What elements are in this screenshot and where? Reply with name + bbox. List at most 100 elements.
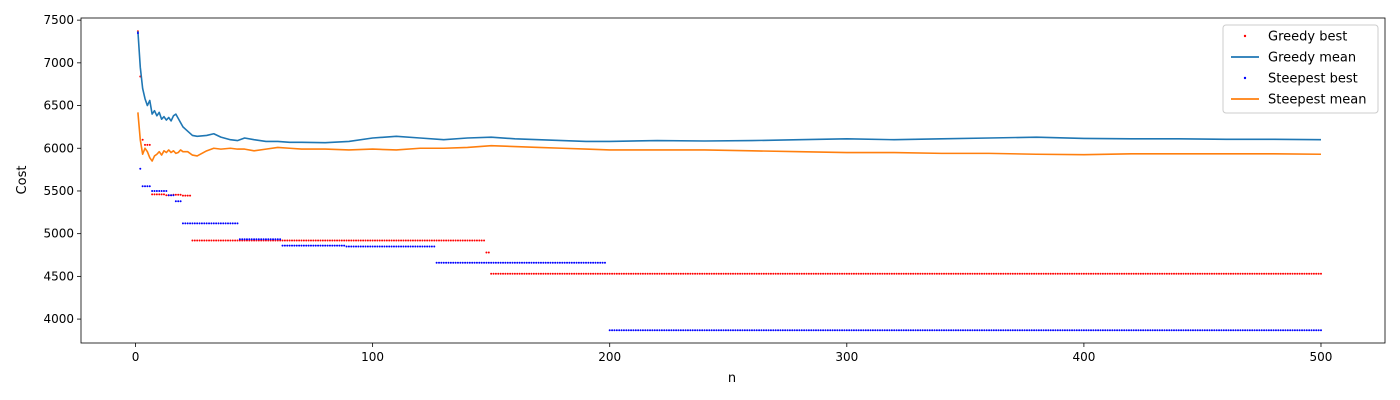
greedy-best-point	[1232, 272, 1235, 275]
greedy-best-point	[672, 272, 675, 275]
steepest-best-point	[286, 244, 289, 247]
steepest-best-point	[1203, 329, 1206, 332]
steepest-best-point	[758, 329, 761, 332]
greedy-best-point	[355, 239, 358, 242]
steepest-best-point	[473, 261, 476, 264]
steepest-best-point	[679, 329, 682, 332]
greedy-best-point	[585, 272, 587, 275]
steepest-best-point	[838, 329, 841, 332]
steepest-best-point	[933, 329, 936, 332]
greedy-best-point	[1151, 272, 1154, 275]
x-tick-label: 400	[1072, 350, 1095, 364]
greedy-best-point	[473, 239, 476, 242]
greedy-best-point	[912, 272, 915, 275]
steepest-best-point	[1094, 329, 1097, 332]
steepest-best-point	[504, 261, 507, 264]
steepest-best-point	[938, 329, 941, 332]
greedy-best-point	[179, 193, 182, 196]
greedy-best-point	[523, 272, 526, 275]
greedy-best-point	[1187, 272, 1190, 275]
greedy-best-point	[333, 239, 336, 242]
steepest-best-point	[293, 244, 296, 247]
steepest-best-point	[558, 261, 561, 264]
greedy-best-point	[1255, 272, 1258, 275]
greedy-best-point	[397, 239, 400, 242]
steepest-best-point	[879, 329, 881, 332]
steepest-best-point	[1071, 329, 1074, 332]
steepest-best-point	[1097, 329, 1100, 332]
steepest-best-point	[1137, 329, 1140, 332]
steepest-best-point	[990, 329, 993, 332]
steepest-best-point	[153, 189, 156, 192]
greedy-best-point	[433, 239, 436, 242]
greedy-best-point	[369, 239, 372, 242]
greedy-best-point	[570, 272, 573, 275]
greedy-best-point	[732, 272, 734, 275]
greedy-best-point	[793, 272, 796, 275]
steepest-best-point	[267, 238, 270, 241]
steepest-best-point	[1182, 329, 1185, 332]
greedy-best-point	[961, 272, 964, 275]
greedy-best-point	[1263, 272, 1266, 275]
steepest-best-point	[912, 329, 915, 332]
steepest-best-point	[618, 329, 621, 332]
steepest-best-point	[478, 261, 481, 264]
greedy-best-point	[677, 272, 680, 275]
steepest-best-point	[468, 261, 471, 264]
greedy-best-point	[343, 239, 346, 242]
steepest-best-point	[302, 244, 305, 247]
steepest-best-point	[264, 238, 267, 241]
steepest-best-point	[336, 244, 339, 247]
steepest-best-point	[1239, 329, 1242, 332]
greedy-best-point	[819, 272, 822, 275]
steepest-best-point	[1120, 329, 1123, 332]
steepest-best-point	[973, 329, 976, 332]
steepest-best-point	[1151, 329, 1154, 332]
steepest-best-point	[1319, 329, 1322, 332]
steepest-best-point	[248, 238, 251, 241]
greedy-best-point	[812, 272, 815, 275]
steepest-best-point	[219, 222, 222, 225]
greedy-best-point	[971, 272, 974, 275]
steepest-best-point	[577, 261, 580, 264]
greedy-best-point	[229, 239, 232, 242]
greedy-best-point	[364, 239, 367, 242]
greedy-best-point	[1139, 272, 1142, 275]
greedy-best-point	[381, 239, 384, 242]
steepest-best-point	[926, 329, 929, 332]
steepest-best-point	[978, 329, 981, 332]
steepest-best-point	[390, 245, 393, 248]
greedy-best-point	[535, 272, 538, 275]
y-tick-label: 7000	[43, 56, 74, 70]
greedy-best-point	[205, 239, 208, 242]
legend-label-greedy-mean: Greedy mean	[1268, 51, 1356, 66]
greedy-best-point	[1035, 272, 1038, 275]
steepest-best-point	[257, 238, 260, 241]
greedy-best-point	[852, 272, 855, 275]
greedy-best-point	[1282, 272, 1285, 275]
greedy-best-point	[838, 272, 841, 275]
greedy-best-point	[947, 272, 950, 275]
steepest-best-point	[298, 244, 301, 247]
greedy-best-point	[1108, 272, 1111, 275]
steepest-best-point	[686, 329, 689, 332]
steepest-best-point	[563, 261, 566, 264]
greedy-best-point	[1016, 272, 1019, 275]
greedy-best-point	[558, 272, 561, 275]
steepest-best-point	[575, 261, 578, 264]
steepest-best-point	[985, 329, 988, 332]
greedy-best-point	[881, 272, 884, 275]
greedy-best-point	[215, 239, 218, 242]
steepest-best-point	[459, 261, 462, 264]
steepest-best-point	[556, 261, 559, 264]
steepest-best-point	[404, 245, 407, 248]
steepest-best-point	[381, 245, 384, 248]
steepest-best-point	[1078, 329, 1081, 332]
steepest-best-point	[279, 238, 282, 241]
steepest-best-point	[518, 261, 521, 264]
steepest-best-point	[198, 222, 201, 225]
greedy-best-point	[781, 272, 784, 275]
steepest-best-point	[739, 329, 742, 332]
greedy-best-point	[291, 239, 294, 242]
greedy-best-point	[786, 272, 789, 275]
